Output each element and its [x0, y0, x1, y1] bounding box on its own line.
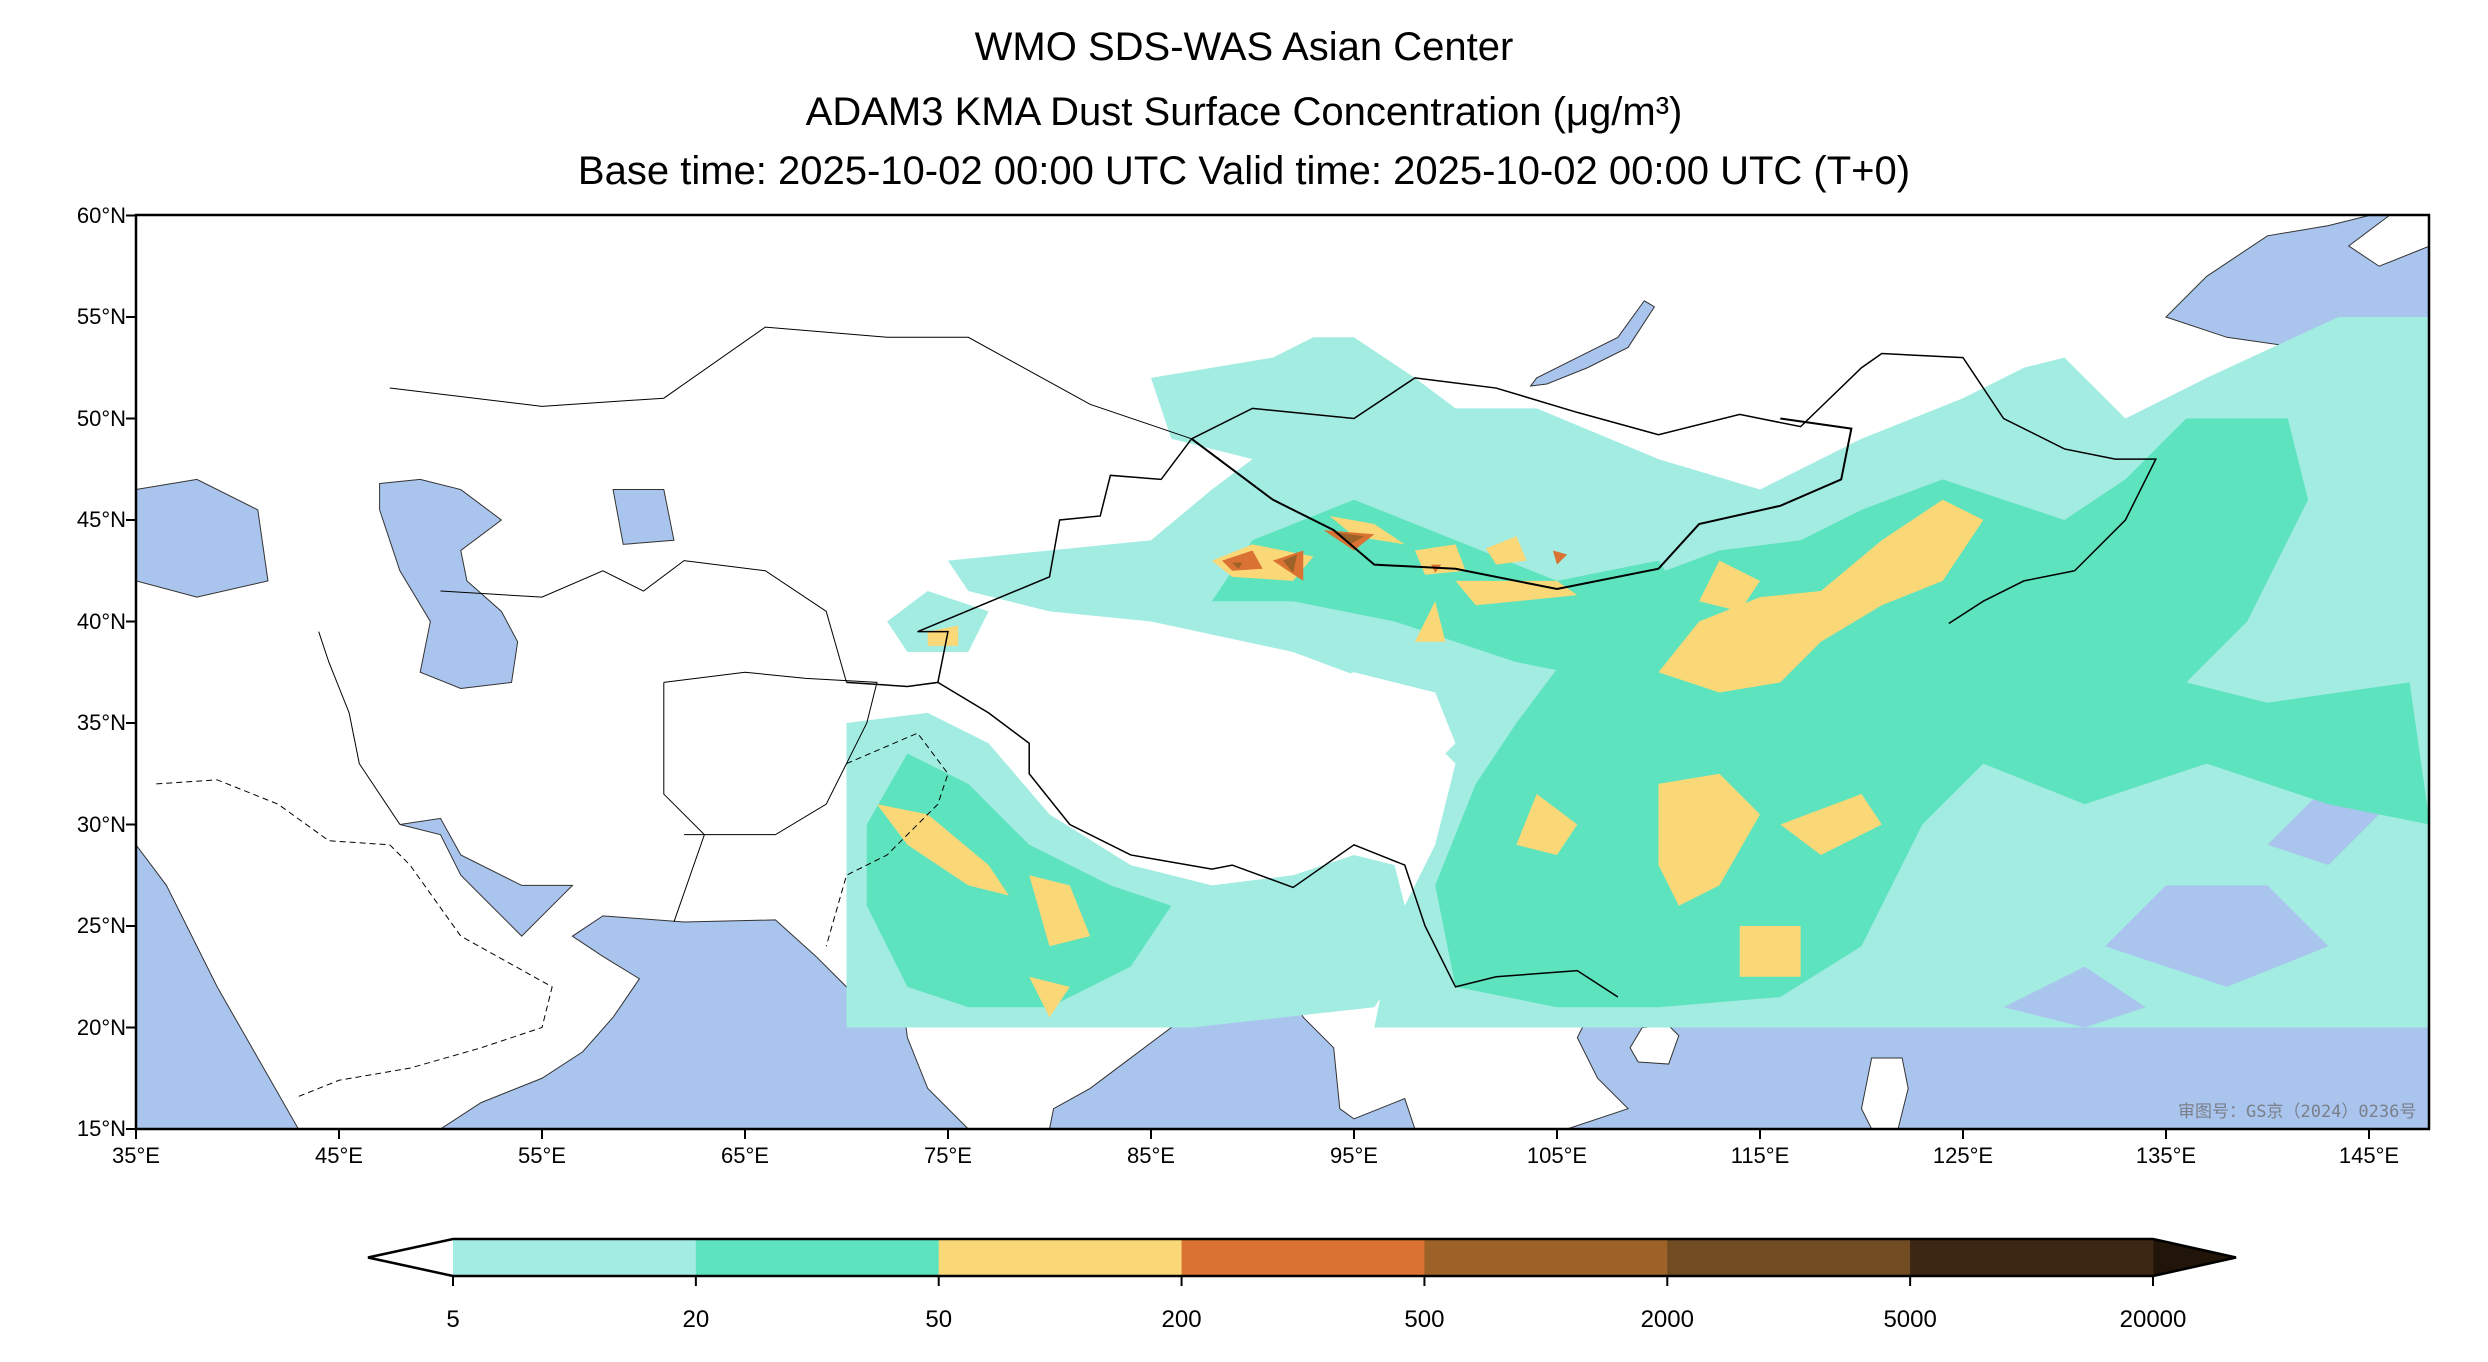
dust-level-5-area: [1232, 562, 1243, 569]
dust-level-3-area: [1780, 794, 1882, 855]
dust-level-3-area: [876, 804, 1009, 896]
dust-level-3-area: [1699, 560, 1760, 612]
dust-level-5-area: [1333, 532, 1365, 545]
colorbar-label: 20: [682, 1306, 710, 1333]
lat-label: 55°N: [76, 304, 126, 329]
lon-label: 65°E: [721, 1143, 769, 1168]
iran-pakistan-border: [663, 682, 705, 923]
lon-label: 115°E: [1730, 1143, 1790, 1168]
central-asia-border: [440, 560, 847, 683]
dust-level-3-area: [1029, 976, 1070, 1018]
lat-label: 60°N: [76, 202, 126, 228]
dust-level-3-area: [1739, 926, 1801, 977]
dust-level-3-area: [927, 625, 959, 646]
persian-gulf: [399, 817, 574, 937]
dust-level-3-area: [1658, 499, 1984, 693]
aral-sea: [612, 489, 675, 545]
china-west-border: [846, 438, 1193, 688]
colorbar-bin: [1181, 1239, 1425, 1276]
colorbar-bin: [938, 1239, 1183, 1276]
clear-ocean-patch: [2105, 885, 2329, 987]
caspian-sea: [379, 478, 519, 690]
black-sea: [136, 478, 269, 598]
dust-level-3-area: [1516, 794, 1578, 855]
russia-border: [1191, 352, 2158, 572]
iran-iraq-border: [318, 631, 401, 825]
title-line-1: WMO SDS-WAS Asian Center: [974, 25, 1514, 69]
colorbar-bin: [453, 1239, 697, 1276]
colorbar-label: 5: [446, 1306, 460, 1333]
lon-label: 45°E: [315, 1143, 363, 1168]
lat-label: 15°N: [76, 1116, 126, 1141]
dust-level-2-gobi: [1211, 499, 1700, 683]
arabia-border: [156, 779, 553, 1097]
lon-label: 95°E: [1330, 1143, 1378, 1168]
dust-level-5-area: [1282, 554, 1298, 573]
lon-label: 75°E: [924, 1143, 972, 1168]
lake-baikal: [1529, 300, 1656, 387]
title-line-2: ADAM3 KMA Dust Surface Concentration (μg…: [805, 90, 1683, 134]
dust-level-4-area: [1552, 550, 1568, 565]
lat-label: 25°N: [76, 913, 126, 938]
colorbar: [367, 1237, 2237, 1286]
lat-label: 35°N: [76, 710, 126, 735]
borders-layer: [156, 326, 2158, 1097]
dust-level-3-area: [1414, 601, 1446, 642]
afghanistan-border: [663, 671, 878, 836]
lat-label: 20°N: [76, 1014, 126, 1040]
colorbar-label: 500: [1404, 1306, 1445, 1333]
colorbar-under-arrow: [368, 1239, 453, 1276]
colorbar-label: 20000: [2119, 1306, 2187, 1333]
lon-label: 135°E: [2135, 1143, 2197, 1168]
clear-ocean-patch: [2003, 966, 2146, 1028]
colorbar-bin: [1424, 1239, 1668, 1276]
colorbar-bin: [1667, 1239, 1911, 1276]
luzon-island: [1860, 1057, 1909, 1129]
lon-label: 145°E: [2338, 1143, 2400, 1168]
map-approval-watermark: 审图号：GS京（2024）0236号: [2178, 1102, 2417, 1122]
india-pakistan-border: [825, 732, 949, 947]
dust-level-3-area: [1658, 773, 1760, 906]
lat-label: 50°N: [76, 405, 126, 431]
colorbar-label: 50: [925, 1306, 953, 1333]
colorbar-label: 5000: [1883, 1306, 1937, 1333]
lat-label: 45°N: [76, 507, 126, 532]
dust-level-4-area: [1222, 550, 1263, 571]
arabian-sea: [439, 915, 970, 1129]
lon-label: 35°E: [112, 1143, 160, 1168]
map-frame: [134, 213, 2431, 1131]
dust-level-1-fergana: [887, 591, 989, 652]
colorbar-over-arrow: [2153, 1239, 2236, 1276]
lon-label: 105°E: [1526, 1143, 1588, 1168]
dust-layer: [846, 317, 2429, 1028]
dust-level-3-area: [1329, 515, 1405, 545]
lon-label: 85°E: [1127, 1143, 1175, 1168]
dust-level-3-area: [1485, 536, 1527, 565]
axis-ticks: [126, 214, 2370, 1139]
dust-level-2-india: [866, 753, 1172, 1008]
lon-label: 125°E: [1932, 1143, 1994, 1168]
red-sea: [136, 843, 299, 1129]
himalaya-border: [937, 681, 1619, 998]
colorbar-bin: [695, 1239, 940, 1276]
kazakhstan-russia-border: [389, 326, 1192, 440]
colorbar-label: 200: [1161, 1306, 1202, 1333]
china-mongolia-border: [1190, 417, 1853, 591]
no-dust-tibet: [988, 672, 1456, 866]
colorbar-bin: [1910, 1239, 2154, 1276]
lat-label: 30°N: [76, 811, 126, 837]
china-korea-border: [1948, 570, 2075, 625]
lat-label: 40°N: [76, 608, 126, 634]
colorbar-label: 2000: [1640, 1306, 1694, 1333]
dust-level-3-area: [1211, 544, 1314, 581]
title-line-3: Base time: 2025-10-02 00:00 UTC Valid ti…: [577, 149, 1911, 193]
lon-label: 55°E: [518, 1143, 566, 1168]
dust-level-3-area: [1029, 875, 1091, 947]
